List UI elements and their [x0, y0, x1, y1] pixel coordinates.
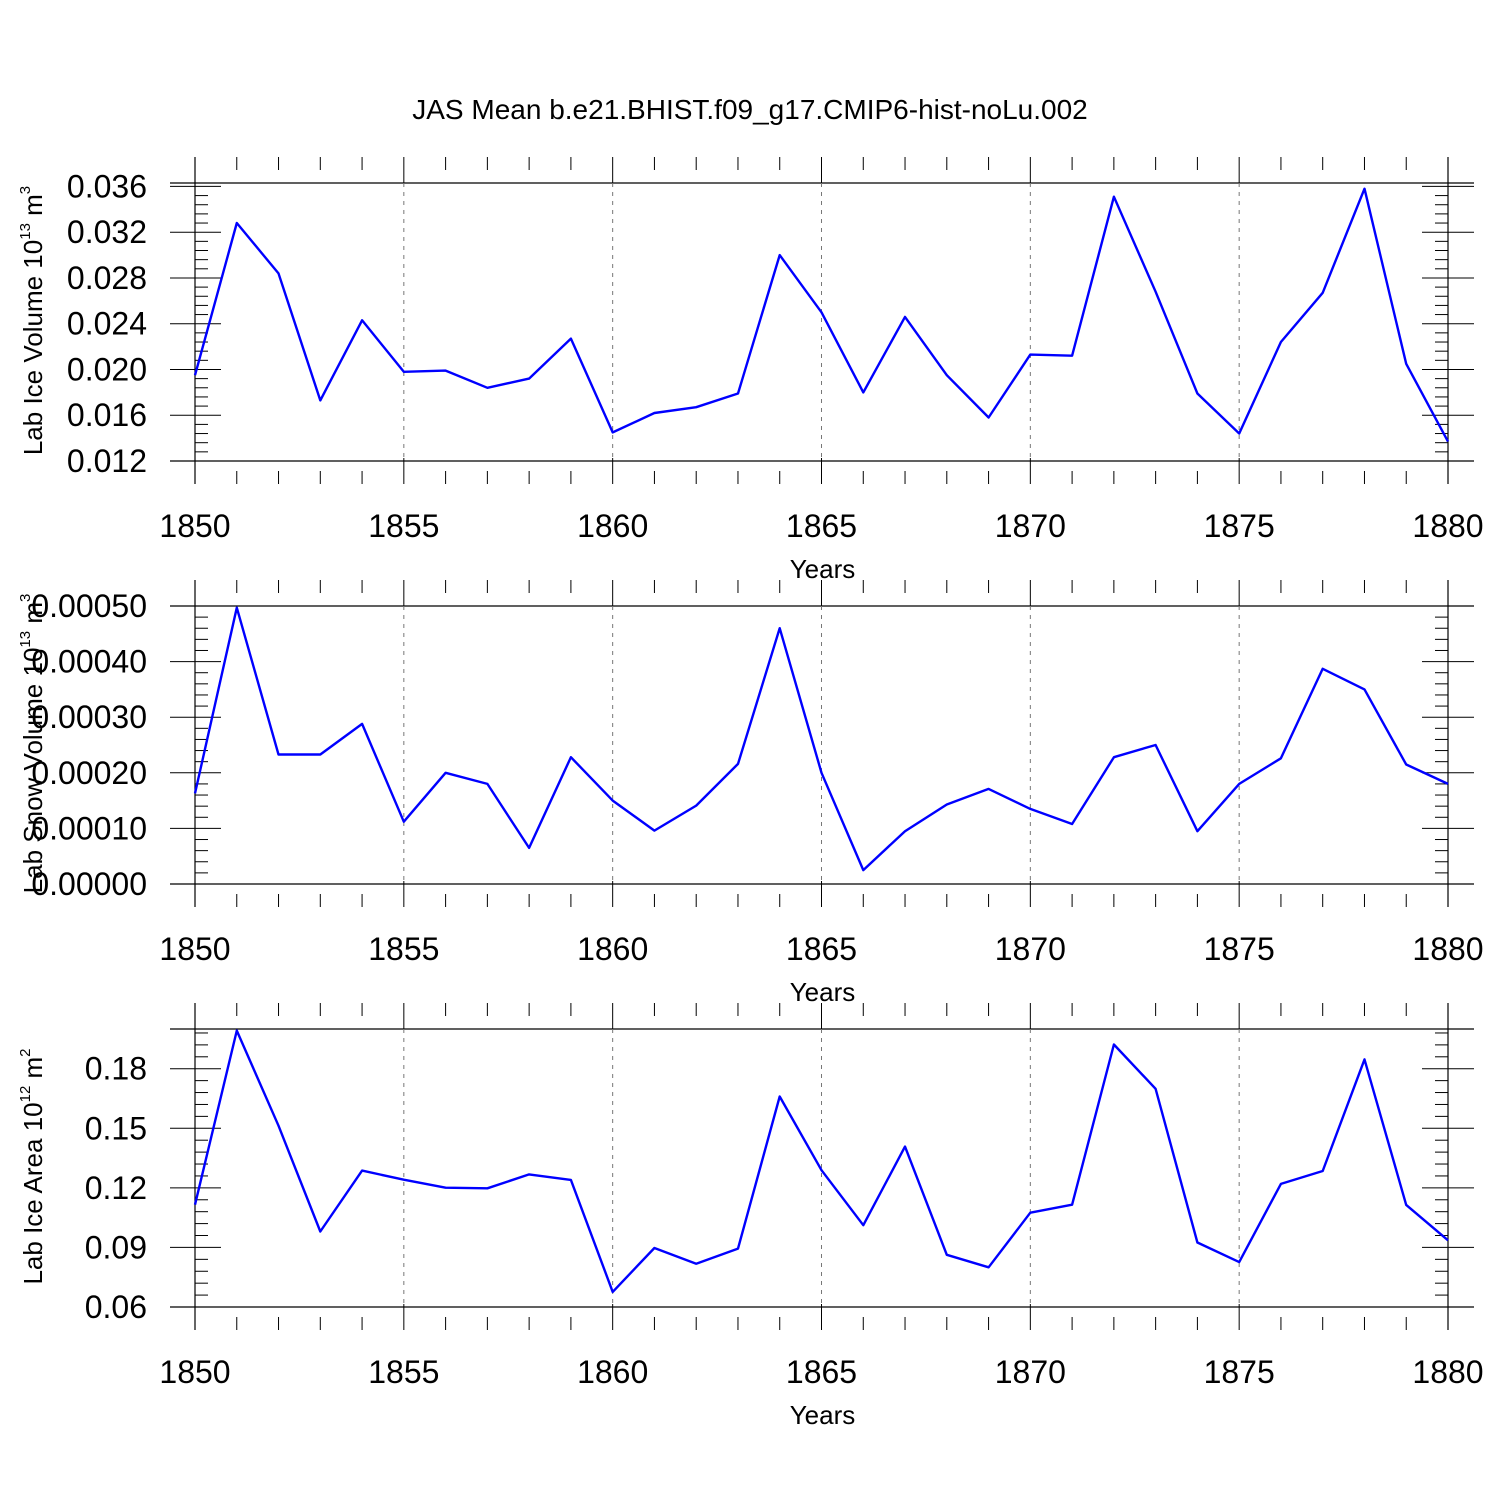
panel-ice-area: 0.06 0.09 0.12 0.15 0.18 1850 1855 1860 1865 1870…: [17, 1003, 1484, 1430]
y-axis-label-part: Lab Ice Area 10: [18, 1102, 48, 1284]
x-tick-label: 1875: [1204, 1354, 1275, 1390]
x-tick-label: 1860: [577, 931, 648, 967]
x-tick-label: 1850: [159, 931, 230, 967]
y-tick-label: 0.024: [67, 306, 147, 342]
x-tick-label: 1865: [786, 931, 857, 967]
x-tick-label: 1875: [1204, 508, 1275, 544]
y-axis-label-superscript: 12: [17, 1086, 34, 1103]
y-axis-label: Lab Snow Volume 1013 m3: [17, 594, 48, 894]
x-tick-label: 1865: [786, 508, 857, 544]
x-axis-label: Years: [790, 977, 856, 1007]
y-axis-label-superscript: 3: [17, 594, 34, 602]
panel-snow-volume: 0.00000 0.00010 0.00020 0.00030 0.00040 0.000…: [17, 580, 1484, 1007]
y-tick-label: 0.00050: [31, 588, 147, 624]
y-tick-label: 0.09: [85, 1229, 147, 1265]
x-tick-label: 1880: [1412, 508, 1483, 544]
y-tick-label: 0.00040: [31, 644, 147, 680]
y-tick-label: 0.020: [67, 351, 147, 387]
series-line: [193, 606, 1449, 872]
panel-ice-volume: 0.012 0.016 0.020 0.024 0.028 0.032 0.036 1850 1…: [17, 157, 1484, 584]
x-tick-label: 1870: [995, 1354, 1066, 1390]
x-axis-label: Years: [790, 1400, 856, 1430]
x-tick-label: 1875: [1204, 931, 1275, 967]
x-tick-label: 1870: [995, 508, 1066, 544]
series-line: [193, 1029, 1449, 1294]
y-axis-label-part: Lab Ice Volume 10: [18, 240, 48, 455]
y-axis-label-part: m: [18, 602, 48, 631]
figure-title: JAS Mean b.e21.BHIST.f09_g17.CMIP6-hist-…: [412, 94, 1088, 125]
x-tick-label: 1860: [577, 1354, 648, 1390]
y-axis-label-part: m: [18, 194, 48, 223]
x-tick-label: 1850: [159, 508, 230, 544]
y-axis-label-superscript: 13: [17, 223, 34, 240]
x-tick-label: 1880: [1412, 931, 1483, 967]
y-tick-label: 0.00000: [31, 866, 147, 902]
x-tick-label: 1870: [995, 931, 1066, 967]
x-tick-label: 1850: [159, 1354, 230, 1390]
y-tick-label: 0.00020: [31, 755, 147, 791]
x-axis-label: Years: [790, 554, 856, 584]
y-axis-label-superscript: 2: [17, 1048, 34, 1056]
y-tick-label: 0.028: [67, 260, 147, 296]
y-tick-label: 0.00030: [31, 699, 147, 735]
y-tick-label: 0.032: [67, 214, 147, 250]
y-axis-label-part: Lab Snow Volume 10: [18, 648, 48, 894]
x-tick-label: 1855: [368, 1354, 439, 1390]
y-axis-label-superscript: 3: [17, 186, 34, 194]
y-axis-label-superscript: 13: [17, 631, 34, 648]
y-axis-label: Lab Ice Volume 1013 m3: [17, 186, 48, 455]
series-line: [193, 187, 1450, 443]
y-tick-label: 0.012: [67, 443, 147, 479]
y-axis-label-part: m: [18, 1057, 48, 1086]
y-tick-label: 0.15: [85, 1110, 147, 1146]
x-tick-label: 1880: [1412, 1354, 1483, 1390]
x-tick-label: 1855: [368, 508, 439, 544]
x-tick-label: 1865: [786, 1354, 857, 1390]
y-tick-label: 0.12: [85, 1170, 147, 1206]
y-tick-label: 0.016: [67, 397, 147, 433]
y-axis-label: Lab Ice Area 1012 m2: [17, 1048, 48, 1284]
x-tick-label: 1860: [577, 508, 648, 544]
y-tick-label: 0.036: [67, 168, 147, 204]
y-tick-label: 0.00010: [31, 810, 147, 846]
y-tick-label: 0.18: [85, 1051, 147, 1087]
y-tick-label: 0.06: [85, 1289, 147, 1325]
x-tick-label: 1855: [368, 931, 439, 967]
